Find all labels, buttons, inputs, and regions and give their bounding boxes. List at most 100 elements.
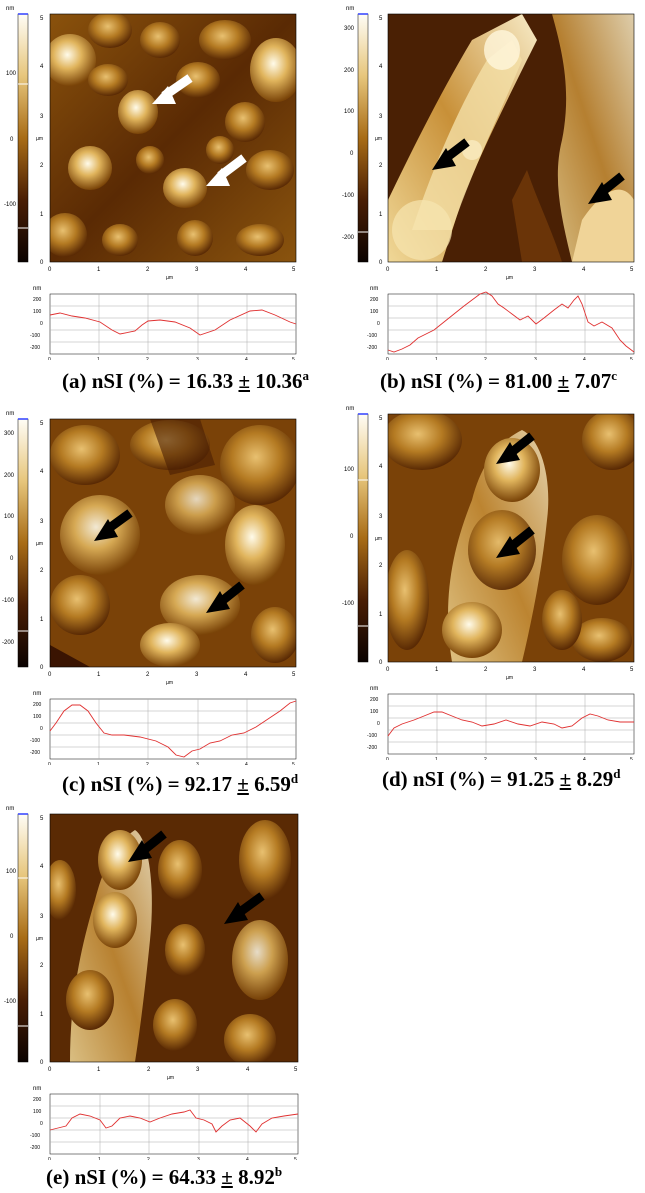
y-tick: 5 bbox=[40, 816, 44, 822]
profile-x-tick: 0 bbox=[386, 357, 389, 360]
caption-b: (b) nSI (%) = 81.00 ± 7.07c bbox=[380, 368, 617, 394]
x-tick: 0 bbox=[386, 267, 390, 273]
caption-superscript: d bbox=[613, 766, 621, 781]
panel-letter: (d) bbox=[382, 767, 408, 791]
colorbar-tick: -100 bbox=[4, 999, 17, 1005]
y-tick: 1 bbox=[379, 212, 383, 218]
profile-x-tick: 5 bbox=[630, 357, 633, 360]
profile-y-tick: 100 bbox=[33, 714, 42, 720]
profile-x-tick: 1 bbox=[97, 357, 100, 360]
colorbar-d: nm 100 0 -100 bbox=[342, 406, 369, 663]
y-tick: 0 bbox=[379, 260, 383, 266]
y-tick: 4 bbox=[40, 64, 44, 70]
profile-x-tick: 5 bbox=[294, 1157, 297, 1160]
colorbar-tick: -100 bbox=[4, 202, 17, 208]
afm-panel-d-svg: nm 100 0 -100 bbox=[342, 406, 635, 763]
profile-x-tick: 2 bbox=[484, 757, 487, 760]
colorbar-tick: 200 bbox=[344, 68, 355, 74]
profile-y-tick: -200 bbox=[367, 345, 377, 351]
x-tick: 4 bbox=[582, 267, 586, 273]
profile-x-tick: 5 bbox=[630, 757, 633, 760]
afm-image-c: 5 4 3 2 1 0 µm 0 1 2 3 4 5 µm bbox=[36, 418, 297, 686]
afm-image-a: 5 4 3 2 1 0 µm 0 1 2 3 4 5 µm bbox=[36, 13, 297, 281]
caption-text: nSI (%) = 92.17 bbox=[90, 772, 238, 796]
x-tick: 1 bbox=[97, 1067, 101, 1073]
y-tick: 2 bbox=[40, 963, 44, 969]
y-tick: 2 bbox=[379, 563, 383, 569]
caption-d: (d) nSI (%) = 91.25 ± 8.29d bbox=[382, 766, 620, 792]
profile-y-tick: 100 bbox=[33, 309, 42, 315]
y-unit: µm bbox=[36, 541, 43, 547]
afm-image-d: 5 4 3 2 1 0 µm 0 1 2 3 4 5 µm bbox=[375, 413, 635, 681]
panel-a: nm 100 0 -100 bbox=[0, 0, 320, 400]
x-tick: 2 bbox=[146, 267, 150, 273]
arrow-icon bbox=[128, 830, 167, 862]
y-tick: 4 bbox=[40, 469, 44, 475]
x-tick: 4 bbox=[582, 667, 586, 673]
profile-x-tick: 4 bbox=[245, 357, 248, 360]
x-tick: 3 bbox=[533, 667, 537, 673]
colorbar-tick: 0 bbox=[10, 934, 14, 940]
x-tick: 4 bbox=[244, 267, 248, 273]
x-unit: µm bbox=[506, 675, 513, 681]
caption-sd: 8.29 bbox=[571, 767, 614, 791]
y-tick: 1 bbox=[40, 212, 44, 218]
afm-panel-b-svg: nm 300 200 100 0 -100 -200 bbox=[342, 6, 635, 363]
y-tick: 1 bbox=[379, 612, 383, 618]
profile-x-tick: 1 bbox=[98, 1157, 101, 1160]
y-tick: 0 bbox=[40, 665, 44, 671]
profile-x-tick: 3 bbox=[196, 357, 199, 360]
y-unit: µm bbox=[36, 936, 43, 942]
arrow-icon bbox=[496, 526, 535, 558]
colorbar-unit: nm bbox=[6, 6, 14, 12]
colorbar-b: nm 300 200 100 0 -100 -200 bbox=[342, 6, 369, 263]
colorbar-tick: 300 bbox=[4, 431, 15, 437]
profile-y-tick: 0 bbox=[40, 1121, 43, 1127]
profile-x-tick: 4 bbox=[583, 757, 586, 760]
colorbar-unit: nm bbox=[346, 406, 354, 412]
caption-sd: 7.07 bbox=[569, 369, 612, 393]
colorbar-tick: 200 bbox=[4, 473, 15, 479]
x-tick: 2 bbox=[484, 267, 488, 273]
y-tick: 4 bbox=[379, 464, 383, 470]
colorbar-unit: nm bbox=[6, 806, 14, 812]
profile-y-tick: 200 bbox=[370, 297, 379, 303]
afm-panel-e-svg: nm 100 0 -100 bbox=[4, 806, 299, 1163]
height-profile-a: nm 200 100 0 -100 -200 0 1 2 3 4 5 bbox=[30, 286, 297, 363]
profile-y-tick: 100 bbox=[33, 1109, 42, 1115]
y-tick: 0 bbox=[40, 1060, 44, 1066]
colorbar-tick: 100 bbox=[4, 514, 15, 520]
y-tick: 0 bbox=[40, 260, 44, 266]
profile-y-tick: -200 bbox=[30, 345, 40, 351]
caption-sd: 10.36 bbox=[250, 369, 303, 393]
plus-minus: ± bbox=[221, 1165, 233, 1189]
height-profile-c: nm 200 100 0 -100 -200 0 1 2 3 4 5 bbox=[30, 691, 297, 768]
caption-superscript: c bbox=[611, 368, 617, 383]
x-tick: 1 bbox=[435, 267, 439, 273]
colorbar-tick: 100 bbox=[6, 71, 17, 77]
colorbar-tick: 300 bbox=[344, 26, 355, 32]
y-unit: µm bbox=[375, 536, 382, 542]
profile-x-tick: 4 bbox=[246, 1157, 249, 1160]
profile-y-tick: -200 bbox=[30, 750, 40, 756]
x-tick: 1 bbox=[97, 672, 101, 678]
y-tick: 5 bbox=[379, 16, 383, 22]
profile-y-tick: 0 bbox=[40, 726, 43, 732]
x-tick: 0 bbox=[386, 667, 390, 673]
profile-x-tick: 3 bbox=[196, 762, 199, 765]
x-tick: 0 bbox=[48, 267, 52, 273]
caption-sd: 6.59 bbox=[248, 772, 291, 796]
profile-x-tick: 4 bbox=[245, 762, 248, 765]
arrow-icon bbox=[224, 892, 265, 924]
colorbar-tick: -200 bbox=[342, 235, 355, 241]
profile-unit: nm bbox=[33, 1086, 41, 1092]
panel-d: nm 100 0 -100 bbox=[322, 400, 645, 800]
y-tick: 2 bbox=[379, 163, 383, 169]
profile-x-tick: 2 bbox=[146, 762, 149, 765]
afm-panel-a-svg: nm 100 0 -100 bbox=[4, 6, 297, 363]
profile-x-tick: 4 bbox=[583, 357, 586, 360]
caption-e: (e) nSI (%) = 64.33 ± 8.92b bbox=[46, 1164, 282, 1190]
plus-minus: ± bbox=[238, 369, 251, 393]
y-unit: µm bbox=[36, 136, 43, 142]
profile-y-tick: 200 bbox=[33, 1097, 42, 1103]
